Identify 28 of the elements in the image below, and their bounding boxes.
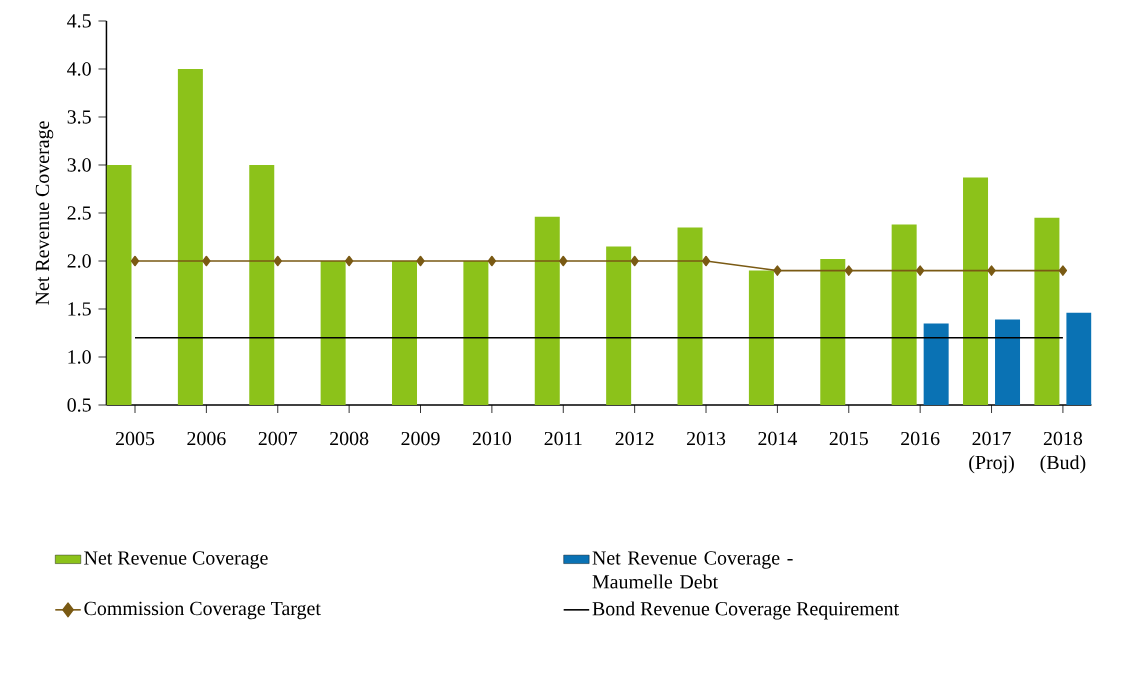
x-tick-label: 2011: [544, 431, 582, 446]
x-tick-label: 2016: [901, 431, 940, 446]
x-tick-label: 2005: [115, 431, 155, 446]
x-tick-label: 2018 (Bud): [1040, 431, 1086, 474]
y-tick-label: 3.5: [67, 110, 91, 124]
legend-label: Commission Coverage Target: [84, 601, 321, 620]
y-tick-label: 0.5: [67, 398, 91, 412]
x-tick-label: 2015: [829, 431, 868, 446]
x-tick-label: 2017 (Proj): [969, 431, 1014, 474]
y-tick-label: 4.0: [67, 62, 91, 76]
y-tick-label: 1.5: [68, 302, 91, 316]
x-tick-label: 2009: [401, 431, 440, 446]
legend-label: Net Revenue Coverage: [84, 551, 268, 569]
x-tick-label: 2006: [187, 431, 226, 446]
x-tick-label: 2013: [686, 431, 726, 446]
x-tick-label: 2008: [330, 431, 369, 446]
legend-label: Net Revenue Coverage - Maumelle Debt: [592, 551, 793, 589]
legend-label: Bond Revenue Coverage Requirement: [592, 601, 899, 620]
x-tick-label: 2012: [615, 431, 654, 446]
x-tick-label: 2014: [758, 431, 798, 446]
x-tick-label: 2010: [472, 431, 512, 446]
y-tick-label: 3.0: [67, 158, 91, 172]
y-tick-label: 2.0: [67, 254, 91, 268]
y-tick-label: 1.0: [68, 350, 91, 364]
y-tick-label: 2.5: [67, 206, 91, 220]
x-tick-label: 2007: [258, 431, 298, 446]
y-axis-title: Net Revenue Coverage: [35, 121, 54, 305]
y-tick-label: 4.5: [67, 14, 91, 28]
